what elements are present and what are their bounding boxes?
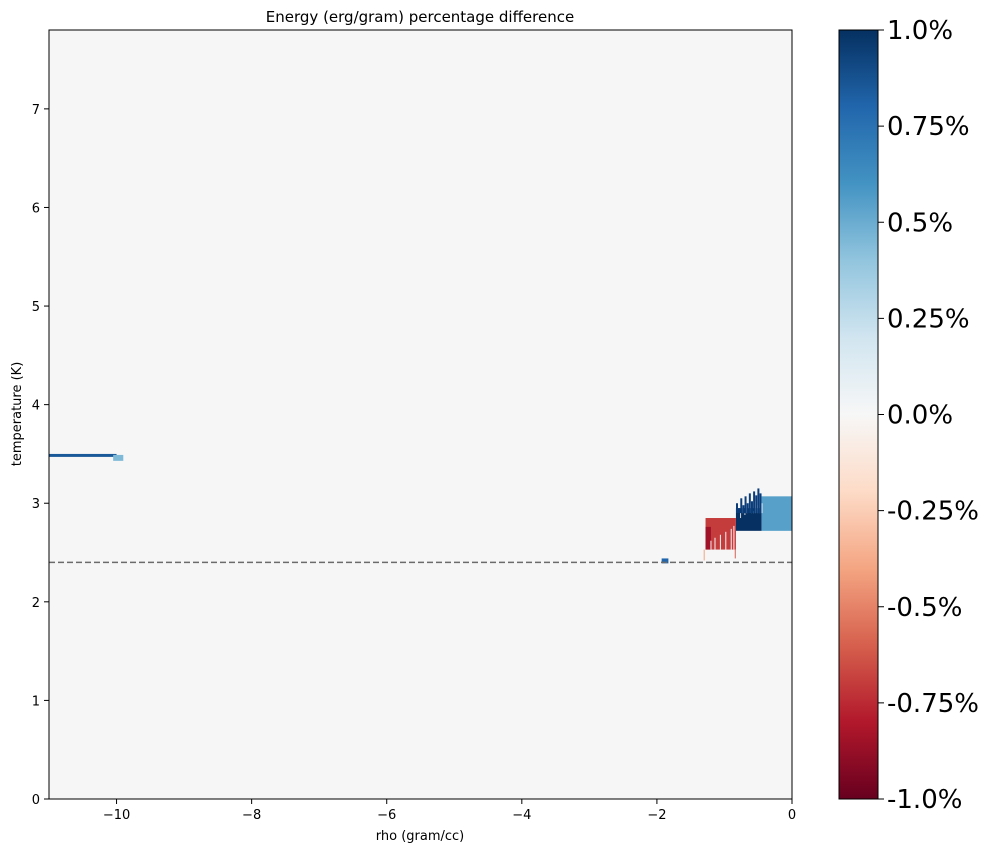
x-tick-label: −6 bbox=[377, 808, 396, 823]
colorbar-tick-label: 0.0% bbox=[887, 401, 953, 431]
red-region-stripes bbox=[703, 525, 736, 561]
y-tick-label: 6 bbox=[32, 201, 40, 216]
heatmap-region bbox=[113, 454, 124, 461]
colorbar-tick-label: 1.0% bbox=[887, 16, 953, 46]
x-axis: −10 −8 −6 −4 −2 0 bbox=[103, 799, 796, 823]
colorbar-tick-label: -1.0% bbox=[887, 785, 962, 815]
y-tick-label: 4 bbox=[32, 399, 40, 414]
colorbar-tick-label: -0.75% bbox=[887, 689, 979, 719]
colorbar-tick-label: 0.75% bbox=[887, 112, 970, 142]
chart-title: Energy (erg/gram) percentage difference bbox=[266, 8, 574, 26]
x-tick-label: −4 bbox=[512, 808, 531, 823]
colorbar-tick-label: -0.25% bbox=[887, 497, 979, 527]
colorbar-tick-label: 0.25% bbox=[887, 304, 970, 334]
plot-area bbox=[48, 29, 793, 800]
y-tick-label: 7 bbox=[32, 103, 40, 118]
y-tick-label: 3 bbox=[32, 497, 40, 512]
x-tick-label: −10 bbox=[103, 808, 130, 823]
heatmap-region bbox=[661, 558, 669, 564]
colorbar-tick-label: 0.5% bbox=[887, 208, 953, 238]
y-tick-label: 1 bbox=[32, 694, 40, 709]
colorbar: 1.0% 0.75% 0.5% 0.25% 0.0% -0.25% -0.5% -0.75% -… bbox=[838, 16, 979, 815]
heatmap-region bbox=[735, 508, 762, 531]
y-tick-label: 0 bbox=[32, 793, 40, 808]
heatmap-region bbox=[49, 453, 117, 457]
heatmap-region bbox=[705, 526, 711, 550]
heatmap-region bbox=[761, 496, 792, 531]
colorbar-gradient bbox=[838, 29, 879, 800]
y-tick-label: 2 bbox=[32, 596, 40, 611]
colorbar-ticks: 1.0% 0.75% 0.5% 0.25% 0.0% -0.25% -0.5% -0.75% -… bbox=[878, 16, 979, 815]
plot-frame bbox=[48, 29, 793, 800]
y-tick-label: 5 bbox=[32, 300, 40, 315]
x-tick-label: −2 bbox=[647, 808, 666, 823]
x-tick-label: 0 bbox=[788, 808, 796, 823]
heatmap-background bbox=[49, 30, 792, 799]
x-axis-label: rho (gram/cc) bbox=[376, 829, 465, 844]
colorbar-tick-label: -0.5% bbox=[887, 593, 962, 623]
blue-region-spikes bbox=[736, 488, 763, 519]
x-tick-label: −8 bbox=[242, 808, 261, 823]
y-axis-label: temperature (K) bbox=[10, 362, 25, 467]
y-axis: 0 1 2 3 4 5 6 7 bbox=[32, 103, 49, 808]
